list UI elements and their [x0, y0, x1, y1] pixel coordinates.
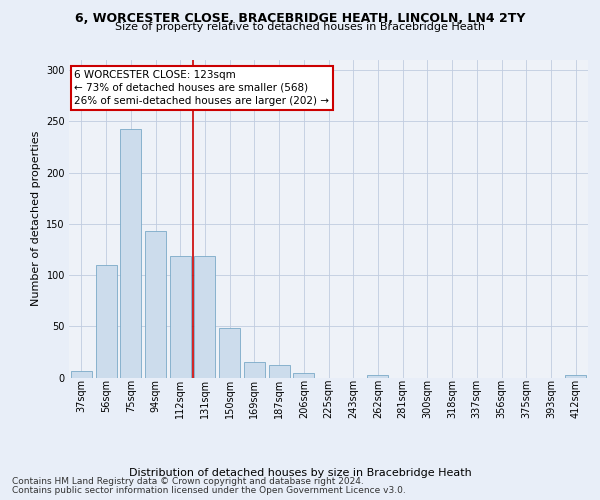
Bar — [219, 328, 240, 378]
Text: Contains HM Land Registry data © Crown copyright and database right 2024.: Contains HM Land Registry data © Crown c… — [12, 477, 364, 486]
Text: 6, WORCESTER CLOSE, BRACEBRIDGE HEATH, LINCOLN, LN4 2TY: 6, WORCESTER CLOSE, BRACEBRIDGE HEATH, L… — [75, 12, 525, 26]
Bar — [565, 376, 586, 378]
Bar — [71, 372, 92, 378]
Text: 6 WORCESTER CLOSE: 123sqm
← 73% of detached houses are smaller (568)
26% of semi: 6 WORCESTER CLOSE: 123sqm ← 73% of detac… — [74, 70, 329, 106]
Text: Distribution of detached houses by size in Bracebridge Heath: Distribution of detached houses by size … — [128, 468, 472, 477]
Bar — [120, 128, 141, 378]
Bar — [145, 231, 166, 378]
Bar — [293, 374, 314, 378]
Bar — [170, 256, 191, 378]
Bar — [244, 362, 265, 378]
Text: Contains public sector information licensed under the Open Government Licence v3: Contains public sector information licen… — [12, 486, 406, 495]
Bar — [95, 265, 116, 378]
Bar — [269, 365, 290, 378]
Bar — [194, 256, 215, 378]
Y-axis label: Number of detached properties: Number of detached properties — [31, 131, 41, 306]
Text: Size of property relative to detached houses in Bracebridge Heath: Size of property relative to detached ho… — [115, 22, 485, 32]
Bar — [367, 376, 388, 378]
